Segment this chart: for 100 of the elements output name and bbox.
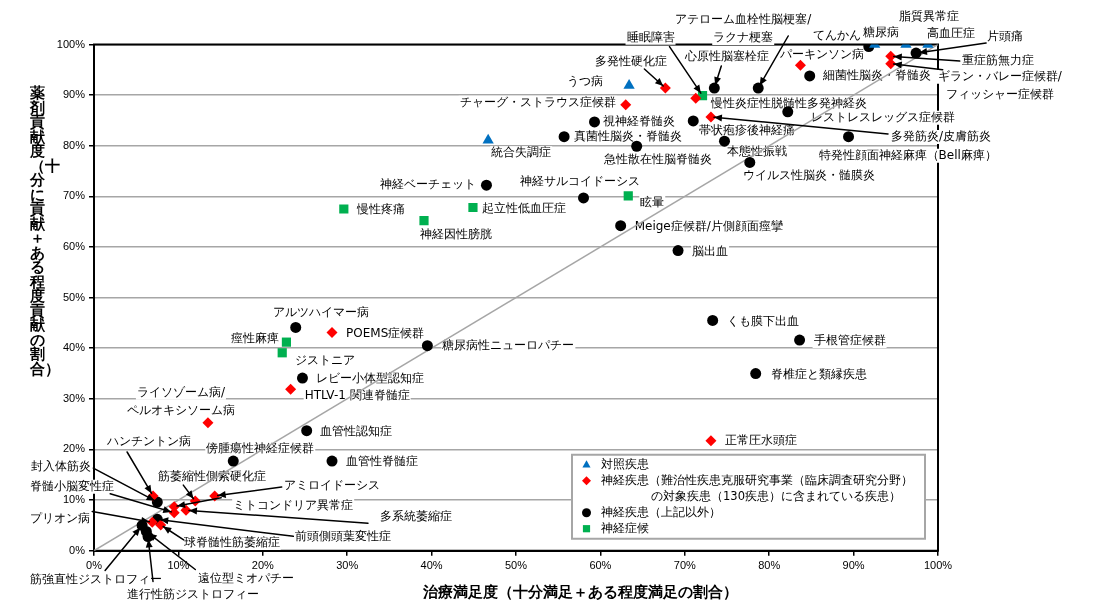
point (339, 204, 349, 214)
annotation: 心原性脳塞栓症 (684, 49, 770, 64)
x-tick-label: 50% (504, 559, 528, 572)
annotation: 脊髄小脳変性症 (30, 478, 115, 493)
annotation: 前頭側頭葉変性症 (295, 529, 392, 544)
y-tick-label: 40% (62, 341, 86, 354)
annotation: 高血圧症 (926, 25, 975, 40)
legend-label: 神経疾患（上記以外） (601, 504, 721, 519)
annotation: 神経因性膀胱 (420, 226, 492, 241)
point (687, 115, 699, 127)
annotation: うつ病 (567, 73, 604, 88)
y-tick-label: 10% (62, 493, 86, 506)
point (140, 525, 152, 537)
point (623, 79, 635, 89)
x-tick-label: 30% (336, 559, 359, 572)
y-tick-label: 90% (62, 88, 86, 101)
y-tick-label: 70% (62, 189, 86, 202)
point (794, 59, 806, 71)
point (750, 368, 762, 380)
point (708, 82, 720, 94)
point (744, 156, 756, 168)
annotation: ギラン・バレー症候群/フィッシャー症候群 (937, 68, 1063, 101)
annotation: 多発性硬化症 (595, 54, 668, 69)
y-tick-label: 60% (62, 240, 86, 253)
y-tick-label: 30% (62, 391, 86, 404)
annotation: レストレスレッグス症候群 (810, 109, 955, 124)
point (419, 216, 429, 226)
point (290, 321, 302, 333)
point (277, 348, 287, 358)
annotation: 正常圧水頭症 (724, 432, 797, 447)
point (146, 516, 158, 528)
point (843, 131, 855, 143)
annotation: 糖尿病 (862, 24, 899, 39)
x-tick-label: 60% (589, 559, 612, 572)
x-axis-title: 治療満足度（十分満足＋ある程度満足の割合） (422, 582, 738, 602)
annotation: 痙性麻痺 (231, 331, 280, 346)
point (623, 191, 633, 201)
point (285, 383, 297, 395)
point (421, 340, 433, 352)
annotation: 糖尿病性ニューロパチー (442, 337, 575, 352)
x-tick-label: 0% (86, 559, 103, 572)
point (752, 82, 764, 94)
point (615, 220, 627, 232)
annotation: てんかん (812, 27, 861, 42)
x-tick-label: 10% (167, 559, 190, 572)
annotation: 視神経脊髄炎 (603, 114, 676, 129)
annotation: ハンチントン病 (106, 434, 192, 449)
annotation: チャーグ・ストラウス症候群 (459, 94, 616, 109)
annotation: 統合失調症 (491, 145, 552, 160)
annotation: 片頭痛 (987, 29, 1024, 44)
annotation: 神経ベーチェット (380, 177, 477, 192)
point (227, 455, 239, 467)
point (281, 337, 292, 347)
annotation: 遠位型ミオパチー (198, 570, 295, 585)
point (468, 202, 478, 213)
annotation: 脂質異常症 (898, 8, 959, 23)
annotation: 急性散在性脳脊髄炎 (602, 152, 712, 167)
annotation: 血管性認知症 (319, 423, 392, 438)
annotation: 特発性顔面神経麻痺（Bell麻痺） (818, 147, 997, 162)
point (588, 116, 600, 128)
x-tick-label: 40% (420, 559, 443, 572)
y-tick-label: 50% (62, 290, 86, 303)
annotation: 睡眠障害 (626, 29, 675, 44)
annotation: 脳出血 (692, 243, 729, 258)
point (705, 435, 717, 447)
point (707, 314, 719, 326)
annotation: ライソゾーム病/ペルオキシソーム病 (126, 384, 235, 417)
annotation: ウイルス性脳炎・髄膜炎 (742, 167, 875, 182)
annotation: 球脊髄性筋萎縮症 (183, 535, 280, 550)
point (578, 192, 590, 204)
y-tick-label: 0% (69, 543, 86, 556)
annotation: 起立性低血圧症 (481, 200, 566, 215)
y-tick-label: 80% (62, 138, 86, 151)
annotation: 多系統萎縮症 (380, 509, 452, 524)
annotation: 細菌性脳炎・脊髄炎 (821, 68, 931, 83)
point (804, 70, 816, 82)
x-tick-label: 100% (923, 559, 953, 572)
x-tick-label: 90% (842, 559, 865, 572)
annotation: パーキンソン病 (779, 47, 865, 62)
annotation: プリオン病 (30, 511, 91, 526)
y-tick-label: 100% (56, 37, 86, 50)
annotation: ジストニア (295, 352, 356, 367)
point (296, 372, 308, 384)
annotation: POEMS症候群 (346, 325, 425, 340)
annotation: 慢性疼痛 (355, 202, 405, 217)
x-tick-label: 80% (758, 559, 781, 572)
annotation: 脊椎症と類縁疾患 (770, 366, 867, 381)
annotation: 多発筋炎/皮膚筋炎 (890, 129, 992, 144)
point (620, 99, 632, 111)
annotation: アテローム血栓性脳梗塞/ラクナ梗塞 (675, 12, 813, 45)
annotation: 手根管症候群 (813, 333, 886, 348)
x-tick-label: 70% (673, 559, 697, 572)
annotation: 慢性炎症性脱髄性多発神経炎 (709, 96, 867, 111)
point (794, 334, 806, 346)
point (690, 92, 702, 104)
point (202, 417, 214, 429)
point (659, 82, 671, 94)
text: 薬剤貢献度（十分に貢献＋ある程度貢献の割合） (30, 85, 60, 377)
x-tick-label: 20% (251, 559, 275, 572)
annotation: アルツハイマー病 (272, 304, 369, 319)
